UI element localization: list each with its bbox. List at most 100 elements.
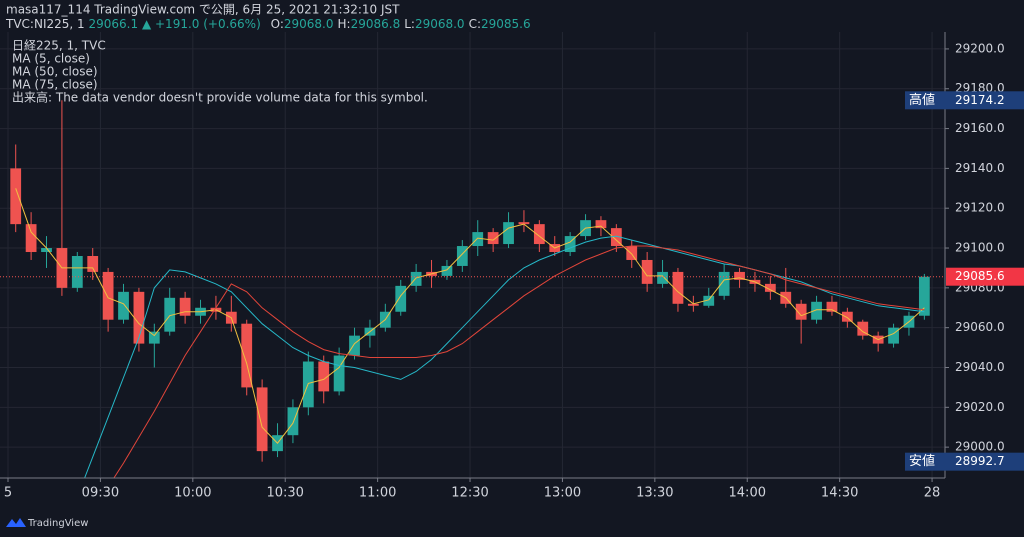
candle-body [148, 331, 160, 344]
candle-body [503, 222, 514, 245]
y-tick-label: 29100.0 [955, 241, 1005, 255]
candle-body [734, 271, 745, 280]
candle-body [118, 291, 129, 320]
candle-body [841, 311, 853, 322]
candle-body [626, 246, 638, 260]
legend-entry: MA (5, close) [12, 52, 90, 66]
ohlc-label: O: [271, 17, 284, 31]
candle-body [349, 335, 360, 356]
candle-body [395, 285, 407, 312]
y-tick-label: 29020.0 [955, 400, 1005, 414]
symbol-line: TVC:NI225, 1 29066.1 ▲ +191.0 (+0.66%) O… [5, 17, 531, 31]
y-tick-label: 29120.0 [955, 201, 1005, 215]
marker-box [905, 91, 1024, 110]
marker-value: 28992.7 [955, 454, 1005, 468]
publisher: masa117_114 TradingView.com で公開, 6月 25, … [6, 3, 400, 17]
ohlc-value: 29068.0 [415, 17, 465, 31]
candle-body [795, 303, 807, 320]
candle-body [672, 271, 684, 304]
candle-body [441, 265, 453, 276]
price-label-box [946, 267, 1024, 286]
y-tick-label: 29040.0 [955, 360, 1005, 374]
candle-body [318, 361, 330, 392]
candle-body [718, 271, 730, 296]
candle-body [518, 222, 530, 225]
brand-name: TradingView [27, 518, 88, 529]
candle-body [256, 387, 268, 452]
y-tick-label: 29000.0 [955, 440, 1005, 454]
candle-body [564, 236, 576, 253]
x-tick-label: 28 [924, 486, 941, 501]
change: +191.0 (+0.66%) [155, 17, 261, 31]
plot-area [0, 100, 945, 478]
candle-body [687, 303, 699, 306]
brand: TradingView [6, 518, 88, 529]
ohlc-label: L: [404, 17, 415, 31]
marker-label: 安値 [909, 453, 935, 469]
x-tick-label: 14:00 [729, 486, 766, 501]
legend-entry: 出来高: The data vendor doesn't provide vol… [12, 90, 428, 105]
x-tick-label: 11:00 [359, 486, 396, 501]
candle-body [811, 301, 822, 320]
price-label: 29085.6 [955, 269, 1005, 283]
x-tick-label: 12:30 [451, 486, 488, 501]
candle-body [610, 228, 622, 247]
y-tick-label: 29200.0 [955, 41, 1005, 55]
candle-body [595, 220, 607, 229]
header: masa117_114 TradingView.com で公開, 6月 25, … [5, 3, 531, 31]
marker-value: 29174.2 [955, 93, 1005, 107]
ohlc-value: 29068.0 [284, 17, 334, 31]
candle-body [857, 321, 869, 336]
candle-body [71, 255, 83, 288]
y-tick-label: 29060.0 [955, 320, 1005, 334]
candle-body [533, 224, 545, 245]
candle-body [826, 301, 838, 312]
marker-box [905, 452, 1024, 471]
marker-label: 高値 [909, 92, 935, 108]
x-tick-label: 13:00 [544, 486, 581, 501]
legend-entry: MA (75, close) [12, 78, 98, 92]
candle-body [703, 295, 715, 306]
ohlc-label: C: [469, 17, 481, 31]
candle-body [102, 271, 114, 320]
x-tick-label: 14:30 [821, 486, 858, 501]
candle-body [179, 297, 191, 316]
candle-body [10, 168, 22, 225]
candle-body [287, 407, 299, 436]
candle-body [87, 255, 99, 272]
candle-body [487, 232, 499, 245]
candle-body [888, 327, 899, 344]
x-tick-label: 13:30 [636, 486, 673, 501]
ma-line [113, 245, 925, 478]
y-tick-label: 29160.0 [955, 121, 1005, 135]
symbol: TVC:NI225, 1 [5, 17, 85, 31]
candle-body [41, 248, 52, 253]
axes: 29000.029020.029040.029060.029080.029100… [4, 41, 1024, 501]
candle-body [410, 271, 422, 286]
candle-body [133, 291, 145, 344]
legend-entry: 日経225, 1, TVC [12, 39, 106, 53]
price: 29066.1 [88, 17, 138, 31]
candle-body [25, 224, 37, 253]
ohlc-value: 29086.8 [351, 17, 401, 31]
grid [0, 32, 945, 478]
candle-body [164, 297, 176, 332]
ma-line [84, 235, 925, 478]
candle-body [333, 355, 345, 392]
ma-line [15, 188, 925, 444]
candle-body [764, 283, 776, 292]
candle-body [641, 259, 653, 284]
x-tick-label: 5 [4, 486, 12, 501]
x-tick-label: 10:30 [266, 486, 303, 501]
candle-body [241, 323, 253, 388]
x-tick-label: 10:00 [174, 486, 211, 501]
ohlc-value: 29085.6 [481, 17, 531, 31]
candle-body [918, 276, 930, 316]
ohlc-label: H: [338, 17, 351, 31]
candle-body [456, 246, 468, 266]
candle-body [472, 232, 484, 247]
brand-logo [6, 518, 26, 527]
